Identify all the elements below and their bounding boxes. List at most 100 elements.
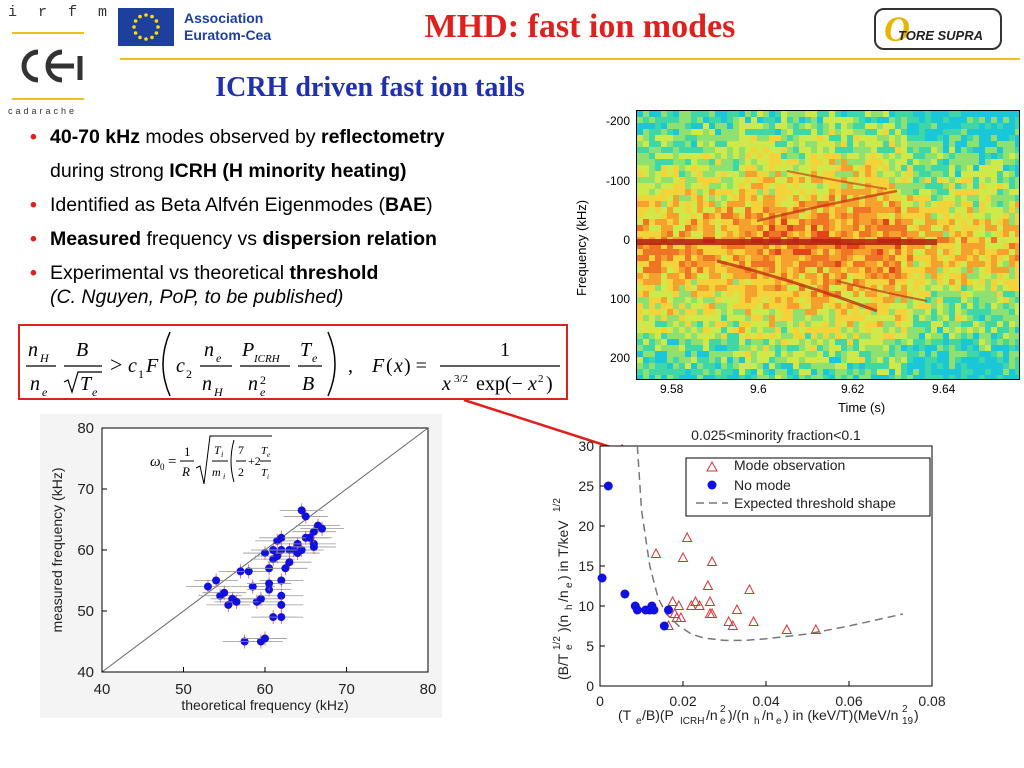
spectrogram-cell — [649, 285, 655, 291]
spectrogram-cell — [817, 297, 823, 303]
spectrogram-cell — [997, 129, 1003, 135]
spectrogram-cell — [883, 135, 889, 141]
spectrogram-cell — [973, 285, 979, 291]
spectrogram-cell — [709, 201, 715, 207]
spectrogram-cell — [781, 183, 787, 189]
spectrogram-cell — [901, 327, 907, 333]
spectrogram-cell — [697, 363, 703, 369]
spectrogram-cell — [1009, 255, 1015, 261]
bullet-text: 40-70 kHz — [50, 126, 140, 148]
spectrogram-cell — [823, 249, 829, 255]
spectrogram-cell — [985, 237, 991, 243]
spectrogram-cell — [643, 327, 649, 333]
spectrogram-cell — [883, 345, 889, 351]
spectrogram-cell — [769, 327, 775, 333]
spectrogram-cell — [853, 225, 859, 231]
spectrogram-cell — [637, 327, 643, 333]
spectrogram-cell — [955, 243, 961, 249]
spectrogram-cell — [877, 165, 883, 171]
data-point — [309, 542, 318, 551]
spectrogram-cell — [667, 351, 673, 357]
spectrogram-cell — [721, 171, 727, 177]
spectrogram-cell — [787, 123, 793, 129]
spectrogram-cell — [967, 219, 973, 225]
spectrogram-cell — [745, 357, 751, 363]
spectrogram-cell — [727, 351, 733, 357]
spectrogram-cell — [793, 291, 799, 297]
spectrogram-cell — [691, 123, 697, 129]
spectrogram-cell — [691, 339, 697, 345]
spectrogram-cell — [667, 321, 673, 327]
spectrogram-cell — [739, 351, 745, 357]
spectrogram-cell — [871, 177, 877, 183]
spectrogram-cell — [847, 285, 853, 291]
y-tick-label: 5 — [586, 638, 594, 654]
spectrogram-cell — [979, 333, 985, 339]
spectrogram-cell — [733, 195, 739, 201]
spectrogram-cell — [835, 315, 841, 321]
spectrogram-cell — [799, 195, 805, 201]
spectrogram-cell — [811, 267, 817, 273]
spectrogram-cell — [649, 231, 655, 237]
spectrogram-cell — [805, 357, 811, 363]
spectrogram-cell — [643, 117, 649, 123]
spectrogram-cell — [1003, 141, 1009, 147]
spectrogram-cell — [733, 279, 739, 285]
spectrogram-cell — [787, 303, 793, 309]
spectrogram-cell — [1015, 351, 1019, 357]
spectrogram-cell — [883, 231, 889, 237]
spectrogram-cell — [895, 171, 901, 177]
spectrogram-cell — [787, 291, 793, 297]
spectrogram-cell — [637, 243, 643, 249]
spectrogram-cell — [745, 309, 751, 315]
spectrogram-cell — [859, 309, 865, 315]
spectrogram-cell — [901, 369, 907, 375]
spectrogram-cell — [925, 159, 931, 165]
spectrogram-cell — [913, 225, 919, 231]
spectrogram-cell — [667, 189, 673, 195]
spectrogram-cell — [739, 345, 745, 351]
spectrogram-cell — [979, 147, 985, 153]
spectrogram-cell — [877, 357, 883, 363]
spectrogram-cell — [835, 369, 841, 375]
spectrogram-cell — [697, 111, 703, 117]
spectrogram-cell — [847, 309, 853, 315]
spectrogram-cell — [973, 195, 979, 201]
spectrogram-cell — [979, 195, 985, 201]
spectrogram-cell — [655, 207, 661, 213]
spectrogram-cell — [985, 291, 991, 297]
spectrogram-cell — [877, 177, 883, 183]
spectrogram-cell — [703, 309, 709, 315]
spectrogram-cell — [949, 207, 955, 213]
spectrogram-cell — [919, 363, 925, 369]
spectrogram-cell — [637, 177, 643, 183]
spectrogram-cell — [973, 231, 979, 237]
spectrogram-cell — [853, 333, 859, 339]
spectrogram-cell — [691, 225, 697, 231]
spectrogram-cell — [943, 369, 949, 375]
spectrogram-cell — [667, 375, 673, 379]
spectrogram-cell — [733, 267, 739, 273]
svg-text:ICRH: ICRH — [253, 353, 281, 365]
spectrogram-cell — [781, 153, 787, 159]
spectrogram-cell — [901, 183, 907, 189]
spectrogram-cell — [979, 255, 985, 261]
spectrogram-cell — [877, 153, 883, 159]
spectrogram-cell — [895, 141, 901, 147]
spectrogram-cell — [691, 279, 697, 285]
spectrogram-cell — [907, 165, 913, 171]
spectrogram-cell — [841, 339, 847, 345]
spectrogram-cell — [763, 159, 769, 165]
spectrogram-cell — [769, 261, 775, 267]
spectrogram-cell — [703, 141, 709, 147]
spectrogram-cell — [751, 285, 757, 291]
spectrogram-cell — [781, 309, 787, 315]
spectrogram-cell — [817, 225, 823, 231]
spectrogram-cell — [799, 267, 805, 273]
spectrogram-cell — [751, 123, 757, 129]
spectrogram-cell — [769, 189, 775, 195]
spectrogram-cell — [799, 153, 805, 159]
spectrogram-cell — [913, 183, 919, 189]
spectrogram-cell — [925, 297, 931, 303]
